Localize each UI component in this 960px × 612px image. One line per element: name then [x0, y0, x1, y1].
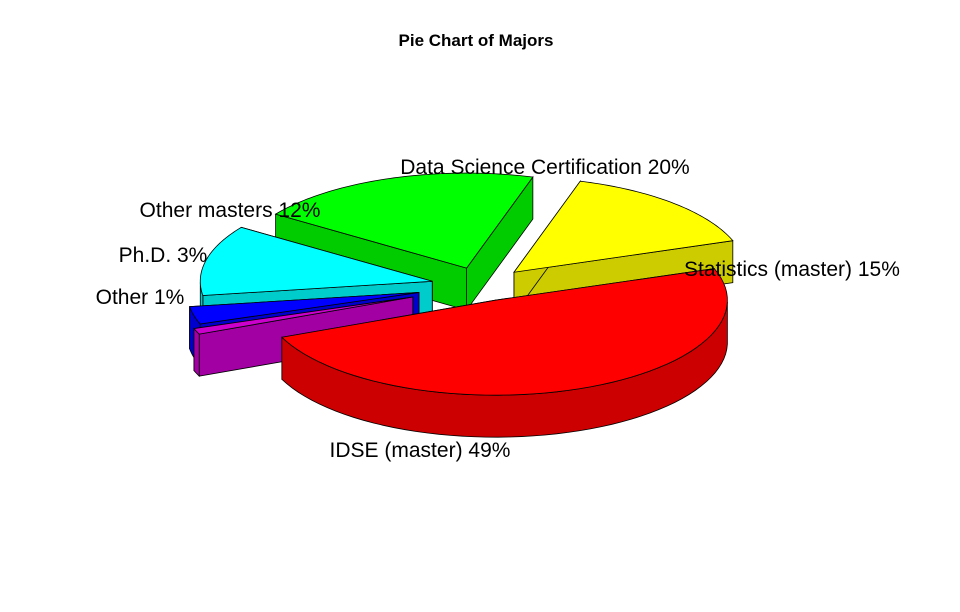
pie-slice-top [199, 226, 433, 296]
pie-slice-side [193, 327, 200, 378]
pie-slices [189, 172, 734, 438]
pie-labels: IDSE (master) 49% Statistics (master) 15%… [96, 156, 900, 462]
pie-slice-top [274, 172, 534, 269]
pie-slice-top [193, 296, 413, 335]
slice-label: Data Science Certification 20% [400, 156, 689, 179]
pie-slice-2 [274, 172, 534, 312]
slice-label: Other masters 12% [140, 199, 321, 222]
pie-slice-top [513, 180, 734, 273]
chart-title: Pie Chart of Majors [399, 31, 554, 50]
pie-slice-top [280, 268, 728, 396]
slice-label: Other 1% [96, 286, 185, 309]
slice-label: Statistics (master) 15% [684, 258, 900, 281]
slice-label: IDSE (master) 49% [330, 439, 511, 462]
pie-slice-0 [280, 268, 728, 438]
pie-slice-top [189, 292, 420, 325]
slice-label: Ph.D. 3% [119, 244, 208, 267]
